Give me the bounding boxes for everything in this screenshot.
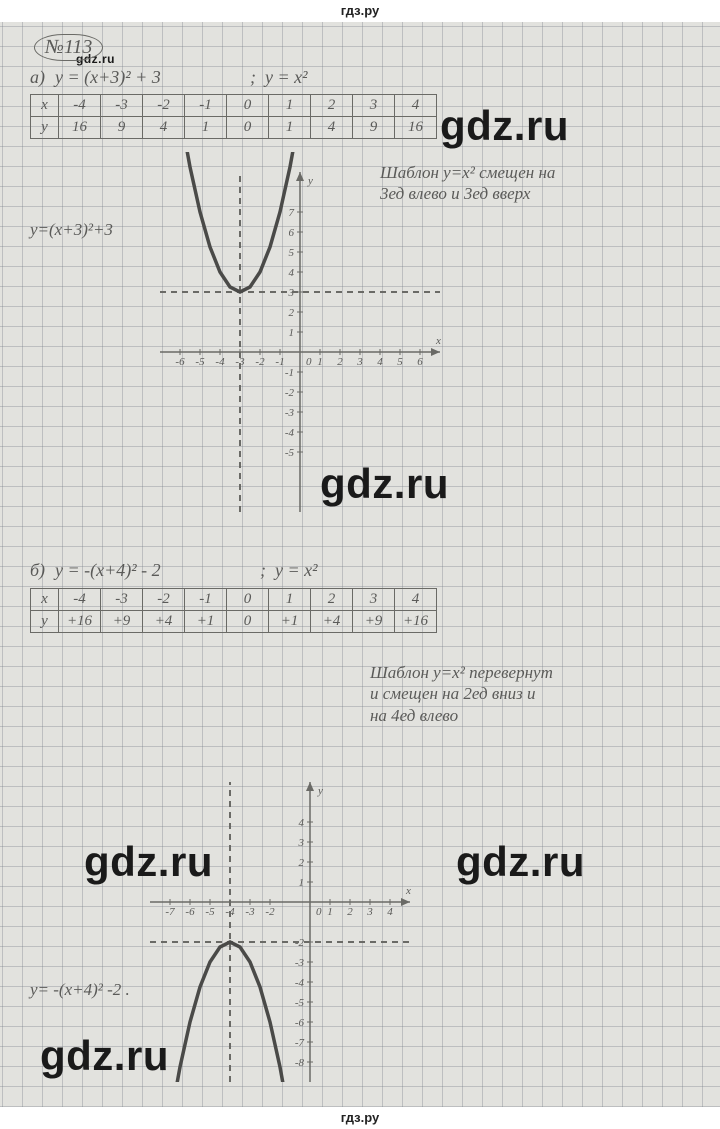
svg-text:-2: -2 <box>285 387 295 399</box>
svg-text:-5: -5 <box>295 997 305 1009</box>
svg-text:3: 3 <box>356 356 363 368</box>
svg-text:4: 4 <box>289 267 295 279</box>
watermark: gdz.ru <box>456 838 585 886</box>
page-header: гдз.ру <box>0 0 720 22</box>
svg-text:1: 1 <box>317 356 323 368</box>
svg-text:6: 6 <box>417 356 423 368</box>
svg-text:-1: -1 <box>285 367 294 379</box>
svg-text:-7: -7 <box>295 1037 305 1049</box>
part-b-graph: -7-6-5-4-3-21234-8-7-6-5-4-3-212340xy <box>110 762 430 1082</box>
svg-text:x: x <box>405 885 411 897</box>
part-a-formula1: y = (x+3)² + 3 <box>55 67 161 88</box>
svg-text:-3: -3 <box>245 906 255 918</box>
svg-text:-2: -2 <box>265 906 275 918</box>
svg-text:-7: -7 <box>165 906 175 918</box>
svg-text:-6: -6 <box>175 356 185 368</box>
formula-text: y = x² <box>275 560 318 580</box>
part-a-table: x-4-3-2-101234 y16941014916 <box>30 94 437 139</box>
svg-text:-5: -5 <box>195 356 205 368</box>
svg-text:y: y <box>317 785 323 797</box>
part-a-graph: -6-5-4-3-2-1123456-5-4-3-2-112345670xy <box>130 152 490 522</box>
part-b-formula2: ; y = x² <box>260 560 318 581</box>
part-b-formula1: y = -(x+4)² - 2 <box>55 560 161 581</box>
svg-text:7: 7 <box>289 207 295 219</box>
svg-text:-2: -2 <box>255 356 265 368</box>
svg-text:1: 1 <box>289 327 295 339</box>
svg-text:-6: -6 <box>185 906 195 918</box>
formula-text: y = x² <box>265 67 308 87</box>
svg-text:2: 2 <box>289 307 295 319</box>
svg-text:-4: -4 <box>215 356 225 368</box>
watermark: gdz.ru <box>440 102 569 150</box>
svg-text:1: 1 <box>299 877 305 889</box>
svg-text:y: y <box>307 175 313 187</box>
problem-number: №113 <box>34 34 103 61</box>
svg-text:2: 2 <box>347 906 353 918</box>
svg-text:3: 3 <box>366 906 373 918</box>
part-b-note: Шаблон y=x² перевернут и смещен на 2ед в… <box>370 662 553 726</box>
part-a-formula2: ; y = x² <box>250 67 308 88</box>
svg-text:3: 3 <box>298 837 305 849</box>
svg-text:6: 6 <box>289 227 295 239</box>
svg-text:-4: -4 <box>285 427 295 439</box>
svg-text:4: 4 <box>377 356 383 368</box>
svg-text:2: 2 <box>299 857 305 869</box>
table-row: y+16+9+4+10+1+4+9+16 <box>31 611 437 633</box>
svg-text:5: 5 <box>397 356 403 368</box>
part-b-label: б) <box>30 560 45 581</box>
svg-text:-6: -6 <box>295 1017 305 1029</box>
table-row: x-4-3-2-101234 <box>31 95 437 117</box>
svg-text:-1: -1 <box>275 356 284 368</box>
part-a-curve-label: y=(x+3)²+3 <box>30 220 113 240</box>
svg-text:-4: -4 <box>295 977 305 989</box>
svg-text:-8: -8 <box>295 1057 305 1069</box>
svg-text:5: 5 <box>289 247 295 259</box>
graph-paper: gdz.ru gdz.ru gdz.ru gdz.ru gdz.ru gdz.r… <box>0 22 720 1107</box>
svg-text:0: 0 <box>306 356 312 368</box>
svg-text:0: 0 <box>316 906 322 918</box>
part-a-label: a) <box>30 67 45 88</box>
svg-text:-5: -5 <box>205 906 215 918</box>
svg-text:2: 2 <box>337 356 343 368</box>
table-row: y16941014916 <box>31 117 437 139</box>
svg-text:-3: -3 <box>295 957 305 969</box>
svg-text:4: 4 <box>387 906 393 918</box>
svg-text:x: x <box>435 335 441 347</box>
page-footer: гдз.ру <box>0 1107 720 1129</box>
table-row: x-4-3-2-101234 <box>31 589 437 611</box>
svg-text:-5: -5 <box>285 447 295 459</box>
part-b-table: x-4-3-2-101234 y+16+9+4+10+1+4+9+16 <box>30 588 437 633</box>
svg-text:4: 4 <box>299 817 305 829</box>
svg-text:-3: -3 <box>285 407 295 419</box>
svg-text:1: 1 <box>327 906 333 918</box>
